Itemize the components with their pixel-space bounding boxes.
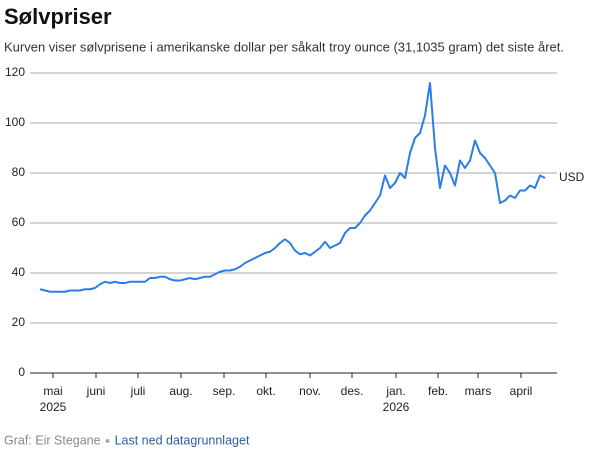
download-link[interactable]: Last ned datagrunnlaget: [115, 433, 250, 447]
chart-subtitle: Kurven viser sølvprisene i amerikanske d…: [4, 39, 564, 54]
y-tick-label: 0: [18, 365, 25, 379]
series-label: USD: [559, 170, 585, 184]
x-tick-label: nov.: [299, 384, 321, 398]
x-tick-label: okt.: [256, 384, 275, 398]
line: [39, 82, 546, 293]
x-tick-label: juni: [86, 384, 106, 398]
y-tick-label: 80: [12, 165, 26, 179]
year-label: 2026: [383, 400, 410, 414]
x-tick-label: des.: [341, 384, 364, 398]
y-tick-label: 60: [12, 215, 26, 229]
x-tick-label: jan.: [385, 384, 405, 398]
x-tick-label: sep.: [213, 384, 236, 398]
chart-title: Sølvpriser: [4, 4, 112, 29]
x-tick-label: mars: [465, 384, 492, 398]
x-tick-label: feb.: [428, 384, 448, 398]
year-label: 2025: [40, 400, 67, 414]
y-tick-label: 40: [12, 265, 26, 279]
x-tick-label: juli: [130, 384, 146, 398]
separator: [105, 439, 110, 443]
y-tick-label: 20: [12, 315, 26, 329]
x-tick-label: mai: [43, 384, 62, 398]
x-tick-label: april: [510, 384, 533, 398]
y-tick-label: 120: [5, 65, 25, 79]
source: Graf: Eir Stegane: [4, 433, 101, 447]
x-tick-label: aug.: [169, 384, 192, 398]
y-tick-label: 100: [5, 115, 25, 129]
